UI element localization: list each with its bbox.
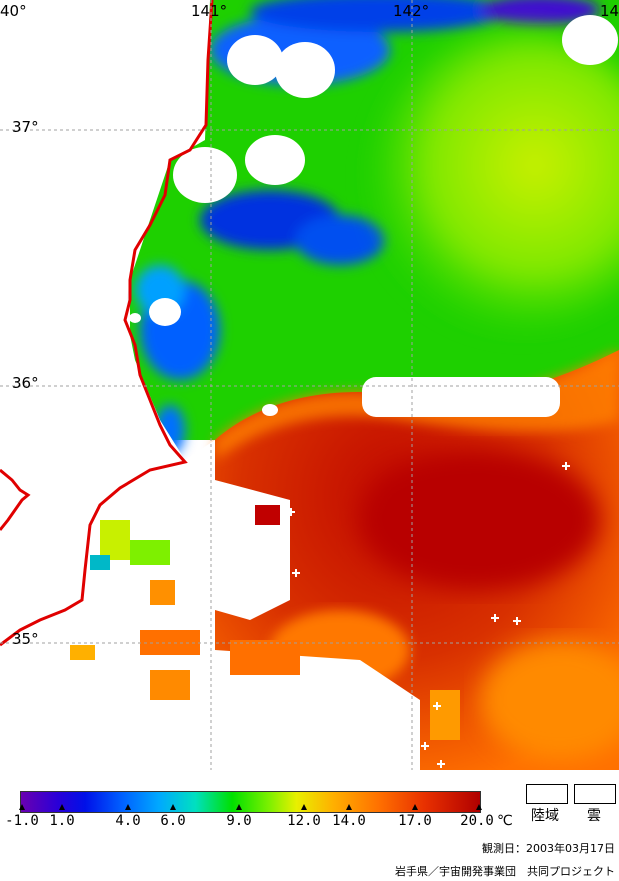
graticule [0,0,619,770]
colorbar-tick-label: 17.0 [398,813,432,829]
clouds [129,15,618,417]
lat-label-37: 37° [12,118,39,136]
colorbar-tick [476,804,482,810]
colorbar-tick [170,804,176,810]
colorbar-tick-label: 14.0 [332,813,366,829]
colorbar-tick [125,804,131,810]
colorbar-tick-label: -1.0 [5,813,39,829]
lon-label-141: 141° [191,2,228,20]
colorbar-tick [301,804,307,810]
colorbar-tick [346,804,352,810]
cloud-legend-swatch [574,784,616,804]
colorbar-tick [236,804,242,810]
colorbar-tick [412,804,418,810]
observation-date: 観測日：2003年03月17日 [482,842,615,855]
colorbar-tick [19,804,25,810]
colorbar-tick [59,804,65,810]
cloud-legend-label: 雲 [587,808,601,824]
land-legend-swatch [526,784,568,804]
colorbar-tick-label: 20.0 [460,813,494,829]
temperature-colorbar [20,791,481,813]
warm-eddy-ne [370,30,619,330]
colorbar-tick-label: 9.0 [226,813,252,829]
coastal-speckles [10,485,460,740]
colorbar-tick-label: 6.0 [160,813,186,829]
sea-surface-temperature-map: 40° 141° 142° 14 37° 36° 35° [0,0,619,770]
coastline [0,0,214,647]
lat-label-35: 35° [12,630,39,648]
lat-label-36: 36° [12,374,39,392]
credit-text: 岩手県／宇宙開発事業団 共同プロジェクト [395,865,615,878]
colorbar-tick-label: 12.0 [287,813,321,829]
lon-label-140: 40° [0,2,27,20]
lon-label-143: 14 [600,2,619,20]
marker-crosses [278,462,570,768]
lon-label-142: 142° [393,2,430,20]
sst-image [0,0,619,770]
colorbar-tick-label: 1.0 [49,813,75,829]
land-legend-label: 陸域 [531,808,559,824]
colorbar-tick-label: 4.0 [115,813,141,829]
legend-footer: -1.0 1.0 4.0 6.0 9.0 12.0 14.0 17.0 20.0… [0,770,619,881]
land-area [0,0,210,640]
temperature-unit: ℃ [497,813,513,829]
